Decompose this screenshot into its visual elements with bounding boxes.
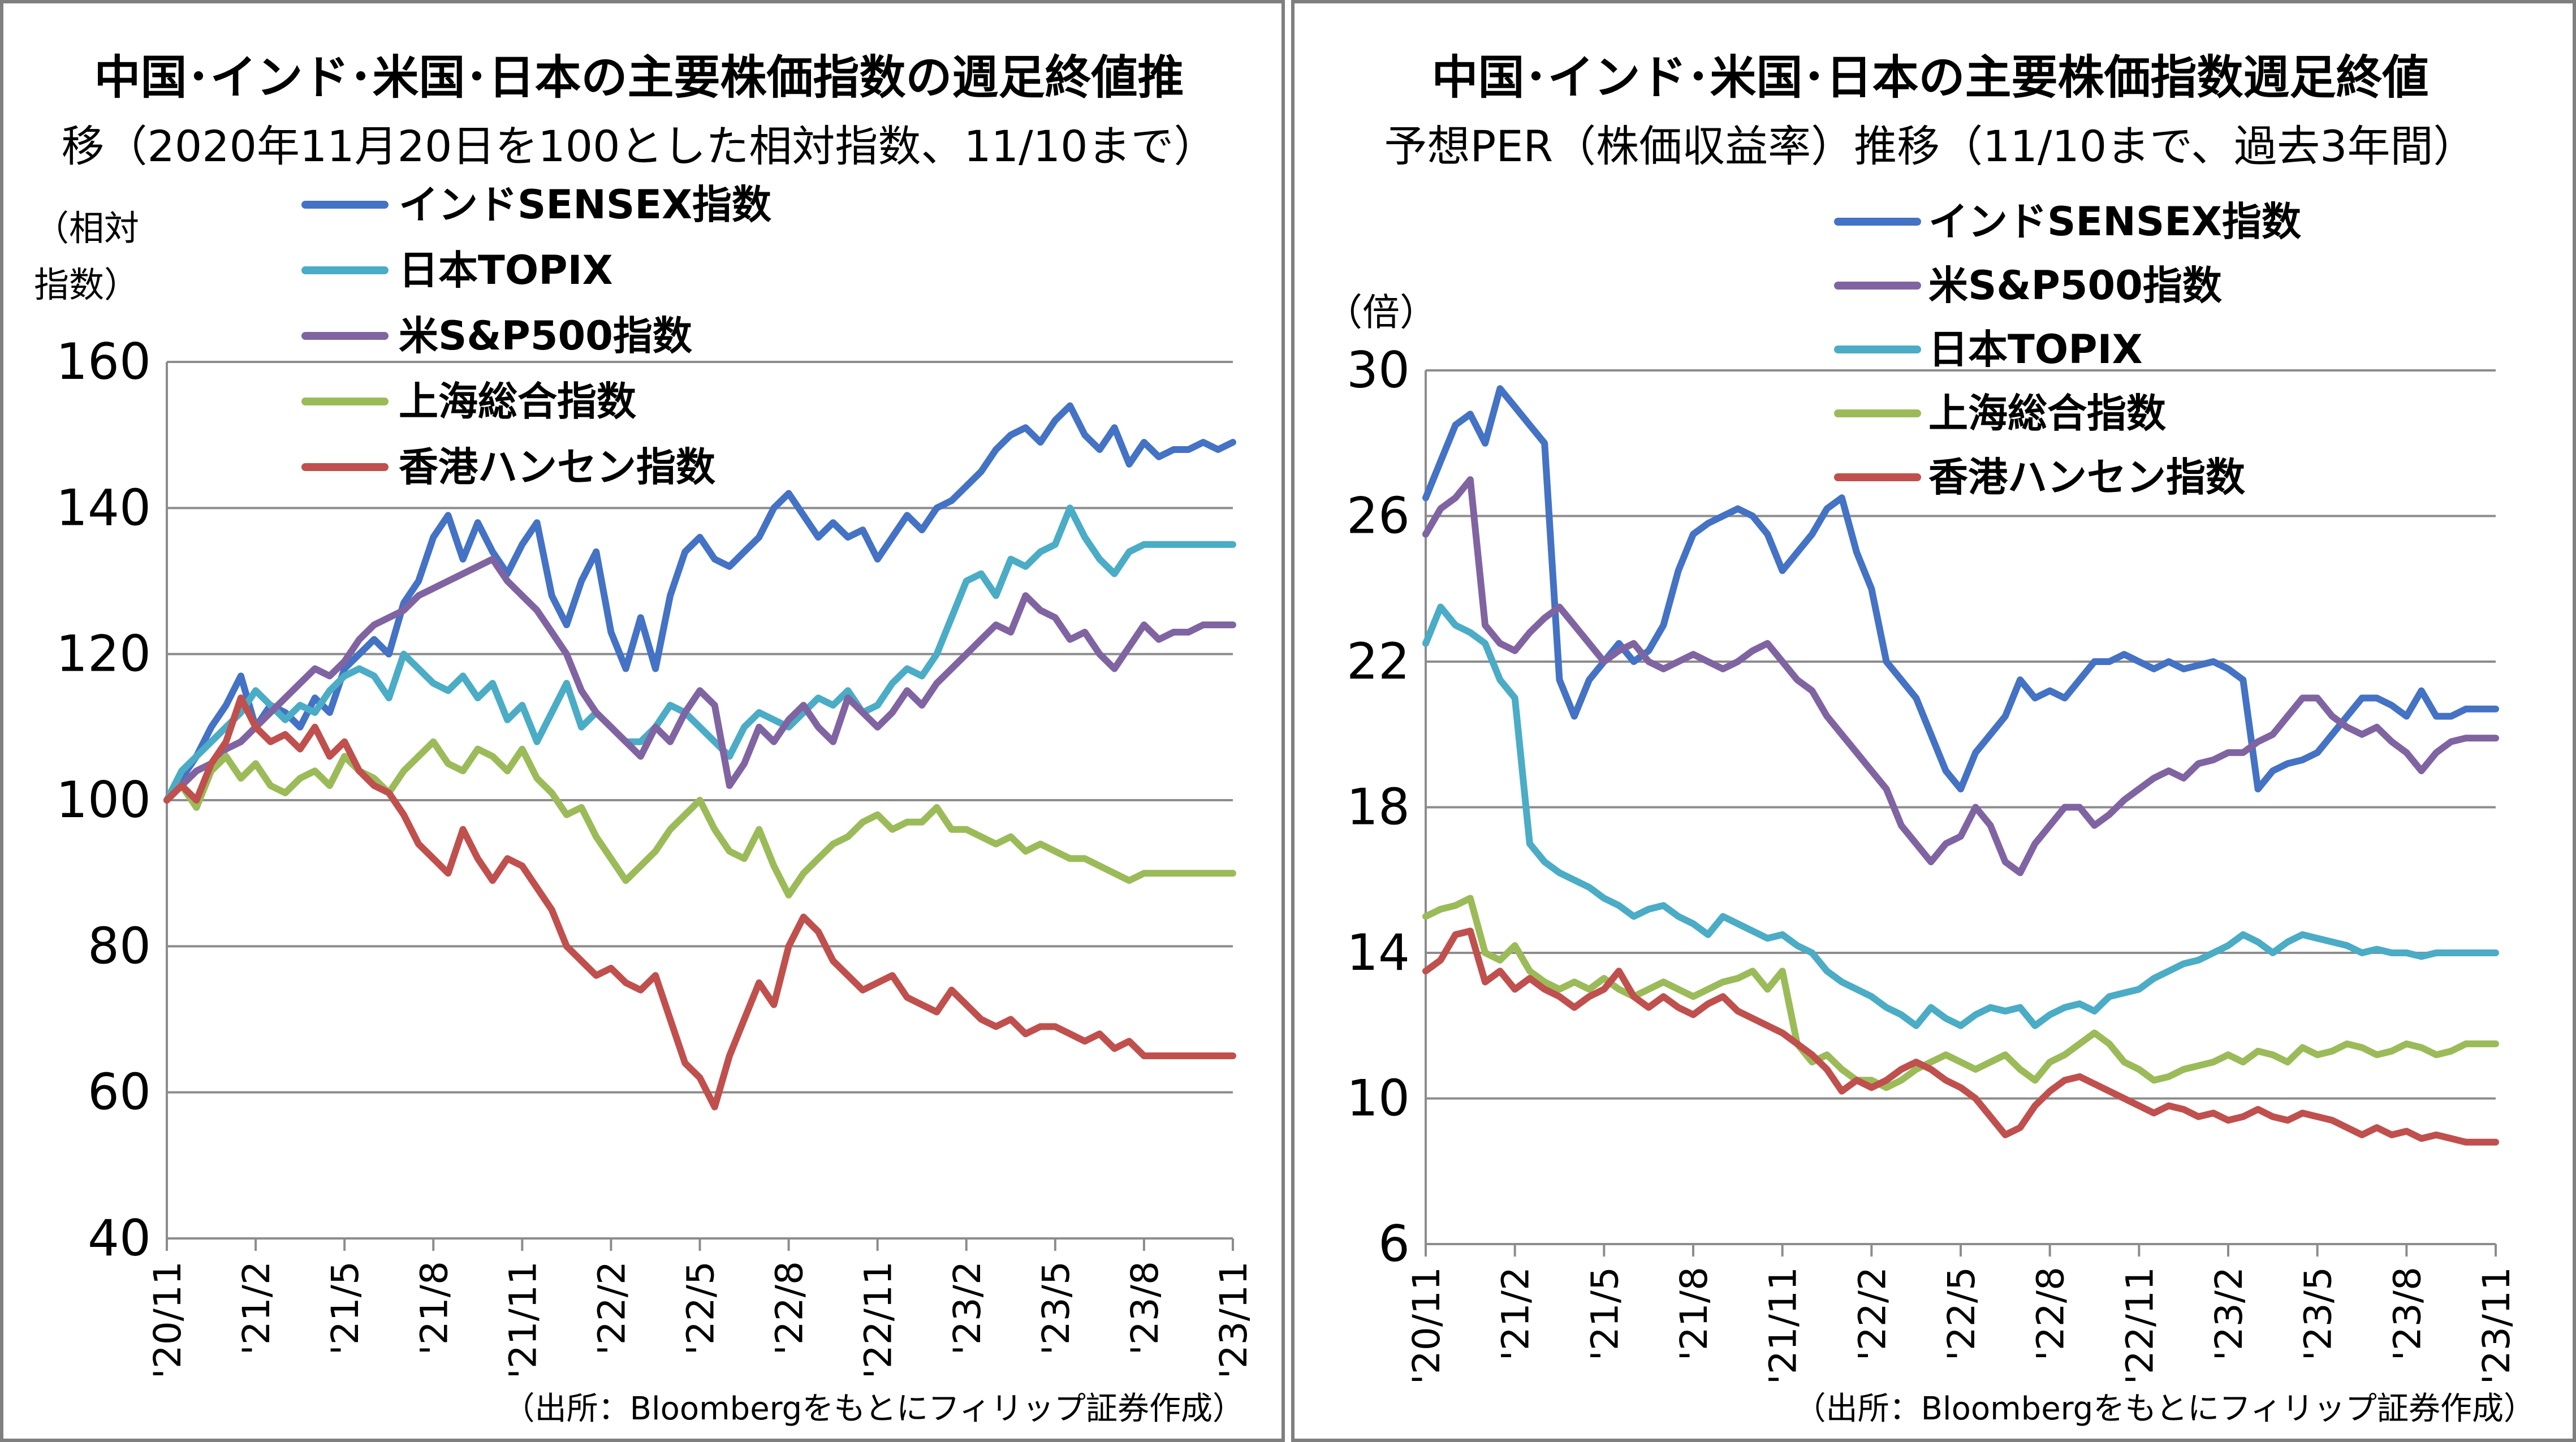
y-tick-label: 80 [88, 917, 151, 975]
chart-title-line1: 中国･インド･米国･日本の主要株価指数週足終値 [1431, 51, 2428, 105]
per-chart: 中国･インド･米国･日本の主要株価指数週足終値 予想PER（株価収益率）推移（1… [1325, 51, 2535, 1427]
series-line [163, 504, 1236, 804]
y-tick-label: 40 [88, 1209, 151, 1267]
legend-label: 米S&P500指数 [1928, 262, 2222, 309]
series-line [1422, 476, 2499, 877]
series-line [1422, 385, 2499, 793]
x-tick-label: '21/5 [1583, 1267, 1626, 1361]
y-axis: 6 10 14 18 22 26 30 [1347, 341, 1410, 1273]
y-axis-label: （倍） [1325, 291, 1437, 334]
y-tick-label: 160 [56, 333, 151, 391]
y-tick-label: 6 [1378, 1215, 1410, 1273]
chart-title-line1: 中国･インド･米国･日本の主要株価指数の週足終値推 [94, 51, 1184, 105]
x-tick-label: '20/11 [1405, 1267, 1448, 1384]
gridlines [1425, 369, 2496, 1245]
series-lines [163, 402, 1236, 1111]
legend-label: 上海総合指数 [399, 378, 636, 425]
series-line [163, 738, 1236, 899]
legend-label: 日本TOPIX [1928, 326, 2143, 373]
chart-title-line2: 予想PER（株価収益率）推移（11/10まで、過去3年間） [1384, 121, 2476, 171]
x-tick-label: '22/8 [2029, 1267, 2073, 1361]
series-lines [1422, 385, 2499, 1146]
x-tick-label: '22/11 [2118, 1267, 2161, 1384]
x-tick-label: '23/8 [2385, 1267, 2429, 1361]
relative-index-chart: 中国･インド･米国･日本の主要株価指数の週足終値推 移（2020年11月20日を… [34, 51, 1255, 1427]
x-tick-label: '23/5 [2297, 1267, 2340, 1361]
y-tick-label: 10 [1347, 1069, 1410, 1128]
y-tick-label: 18 [1347, 778, 1410, 836]
x-tick-label: '23/2 [946, 1261, 989, 1355]
x-tick-label: '22/8 [768, 1261, 812, 1355]
legend-label: インドSENSEX指数 [399, 182, 771, 228]
series-line [163, 555, 1236, 804]
y-tick-label: 26 [1347, 487, 1410, 545]
chart-panel-per: 中国･インド･米国･日本の主要株価指数週足終値 予想PER（株価収益率）推移（1… [1291, 0, 2576, 1442]
x-tick-label: '23/5 [1034, 1261, 1078, 1355]
legend-label: 米S&P500指数 [399, 313, 692, 359]
legend-label: 香港ハンセン指数 [1928, 454, 2245, 500]
x-tick-label: '22/2 [590, 1261, 633, 1355]
y-tick-label: 100 [56, 771, 151, 829]
x-tick-label: '21/5 [323, 1261, 367, 1355]
y-tick-label: 22 [1347, 632, 1410, 690]
x-tick-label: '22/11 [857, 1261, 900, 1379]
series-line [1422, 895, 2499, 1091]
x-tick-label: '23/8 [1123, 1261, 1167, 1355]
x-tick-label: '22/5 [679, 1261, 723, 1355]
x-axis: '20/11 '21/2 '21/5 '21/8 '21/11 '22/2 '22/5 '22… [1405, 1244, 2518, 1384]
chart-panel-relative-index: 中国･インド･米国･日本の主要株価指数の週足終値推 移（2020年11月20日を… [0, 0, 1285, 1442]
x-tick-label: '22/2 [1850, 1267, 1894, 1361]
x-tick-label: '21/8 [412, 1261, 456, 1355]
x-axis: '20/11 '21/2 '21/5 '21/8 '21/11 '22/2 '22/5 '22… [146, 1238, 1255, 1379]
y-tick-label: 60 [88, 1063, 151, 1121]
y-tick-label: 120 [56, 625, 151, 683]
x-tick-label: '23/11 [1212, 1261, 1255, 1379]
x-tick-label: '21/11 [501, 1261, 545, 1379]
y-axis: 40 60 80 100 120 140 160 [56, 333, 151, 1267]
series-line [1422, 603, 2499, 1029]
legend-label: 日本TOPIX [399, 247, 613, 293]
panel-frame [1291, 0, 2576, 1442]
legend-label: インドSENSEX指数 [1928, 198, 2301, 245]
chart-title-line2: 移（2020年11月20日を100とした相対指数、11/10まで） [62, 121, 1217, 171]
x-tick-label: '22/5 [1940, 1267, 1983, 1361]
source-note: （出所：Bloombergをもとにフィリップ証券作成） [503, 1391, 1244, 1427]
series-line [163, 694, 1236, 1111]
series-line [1422, 927, 2499, 1146]
source-note: （出所：Bloombergをもとにフィリップ証券作成） [1794, 1391, 2535, 1427]
y-axis-label-line1: （相対 [34, 208, 139, 249]
x-tick-label: '23/2 [2207, 1267, 2251, 1361]
y-axis-label-line2: 指数） [34, 264, 139, 305]
panel-frame [0, 0, 1285, 1442]
legend-label: 上海総合指数 [1928, 390, 2166, 437]
x-tick-label: '21/2 [1494, 1267, 1538, 1361]
x-tick-label: '21/2 [235, 1261, 278, 1355]
y-tick-label: 14 [1347, 923, 1410, 982]
y-tick-label: 30 [1347, 341, 1410, 399]
x-tick-label: '20/11 [146, 1261, 189, 1379]
y-tick-label: 140 [56, 478, 151, 537]
x-tick-label: '21/8 [1672, 1267, 1716, 1361]
x-tick-label: '23/11 [2475, 1267, 2518, 1384]
series-line [163, 402, 1236, 804]
legend-label: 香港ハンセン指数 [399, 444, 715, 490]
x-tick-label: '21/11 [1762, 1267, 1805, 1384]
